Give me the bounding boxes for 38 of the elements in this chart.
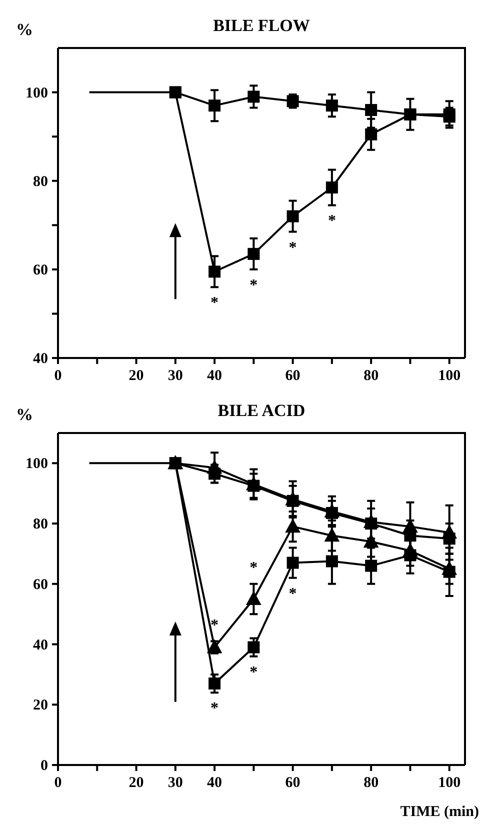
y-tick-label: 100 [26,85,48,102]
annotation: * [210,616,219,634]
x-tick-label: 40 [207,368,222,384]
y-tick-label: 60 [33,262,48,278]
annotation: * [328,212,336,230]
annotation: * [250,276,258,294]
x-tick-label: 20 [128,368,144,384]
x-tick-label: 20 [128,775,144,791]
x-tick-label: 80 [364,775,379,791]
x-tick-label: 100 [438,775,461,791]
annotation: * [250,559,258,576]
x-tick-label: 60 [285,368,300,384]
x-tick-label: 60 [285,775,300,791]
annotation: * [288,585,297,602]
y-tick-label: 40 [33,351,48,367]
annotation: * [210,700,219,718]
x-tick-label: 0 [54,368,62,384]
y-axis-title: % [16,405,33,425]
y-tick-label: 60 [33,576,48,593]
x-tick-label: 0 [54,775,62,791]
y-tick-label: 20 [33,698,48,714]
x-tick-label: 30 [168,368,183,384]
x-axis-title: TIME (min) [400,804,479,821]
x-tick-label: 40 [207,775,222,791]
y-axis-title: % [16,20,33,40]
annotation: * [288,239,297,256]
y-tick-label: 40 [33,637,48,654]
x-tick-label: 80 [364,368,379,384]
chart-title: BILE ACID [216,401,306,421]
annotation: * [250,664,258,681]
y-tick-label: 0 [40,758,48,774]
chart-title: BILE FLOW [212,16,311,36]
annotation: * [210,294,219,312]
y-tick-label: 80 [33,174,48,190]
y-tick-label: 80 [33,516,48,533]
x-tick-label: 30 [168,775,183,791]
x-tick-label: 100 [438,368,461,384]
y-tick-label: 100 [26,456,48,472]
